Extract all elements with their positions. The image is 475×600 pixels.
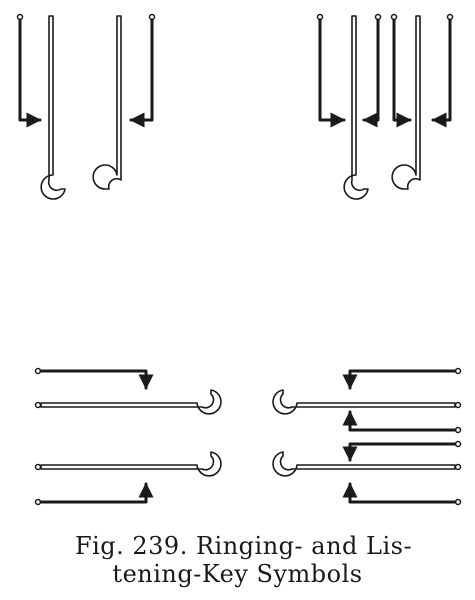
vertical-key-right-group	[316, 13, 454, 200]
contact-arrow	[342, 482, 457, 504]
caption-line-1: Fig. 239. Ringing- and Lis-	[74, 532, 413, 560]
contact-arrow	[129, 18, 154, 128]
spring-terminal	[34, 463, 42, 471]
contact-arrow	[342, 442, 457, 462]
caption-line-2: tening-Key Symbols	[112, 560, 363, 588]
spring-strip	[40, 15, 66, 200]
contact-arrow	[18, 18, 42, 128]
figure-caption: Fig. 239. Ringing- and Lis- tening-Key S…	[0, 532, 475, 588]
spring-strip	[40, 389, 222, 415]
spring-strip	[272, 389, 456, 415]
spring-strip	[272, 451, 456, 477]
vertical-key-left-group	[16, 13, 156, 200]
contact-arrow	[362, 18, 380, 128]
contact-arrow	[392, 18, 412, 128]
spring-terminal	[454, 463, 462, 471]
contact-arrow	[39, 369, 154, 390]
spring-terminal	[34, 401, 42, 409]
contact-arrow	[39, 482, 154, 504]
contact-arrow	[318, 18, 346, 128]
spring-terminal	[454, 401, 462, 409]
contact-arrow	[342, 410, 457, 432]
spring-strip	[40, 451, 222, 477]
contact-arrow	[342, 369, 457, 390]
horizontal-key-right-group	[272, 367, 462, 506]
horizontal-key-left-group	[34, 367, 222, 506]
spring-strip	[343, 15, 369, 200]
spring-strip	[92, 15, 122, 190]
spring-strip	[391, 15, 421, 190]
contact-arrow	[431, 18, 452, 128]
